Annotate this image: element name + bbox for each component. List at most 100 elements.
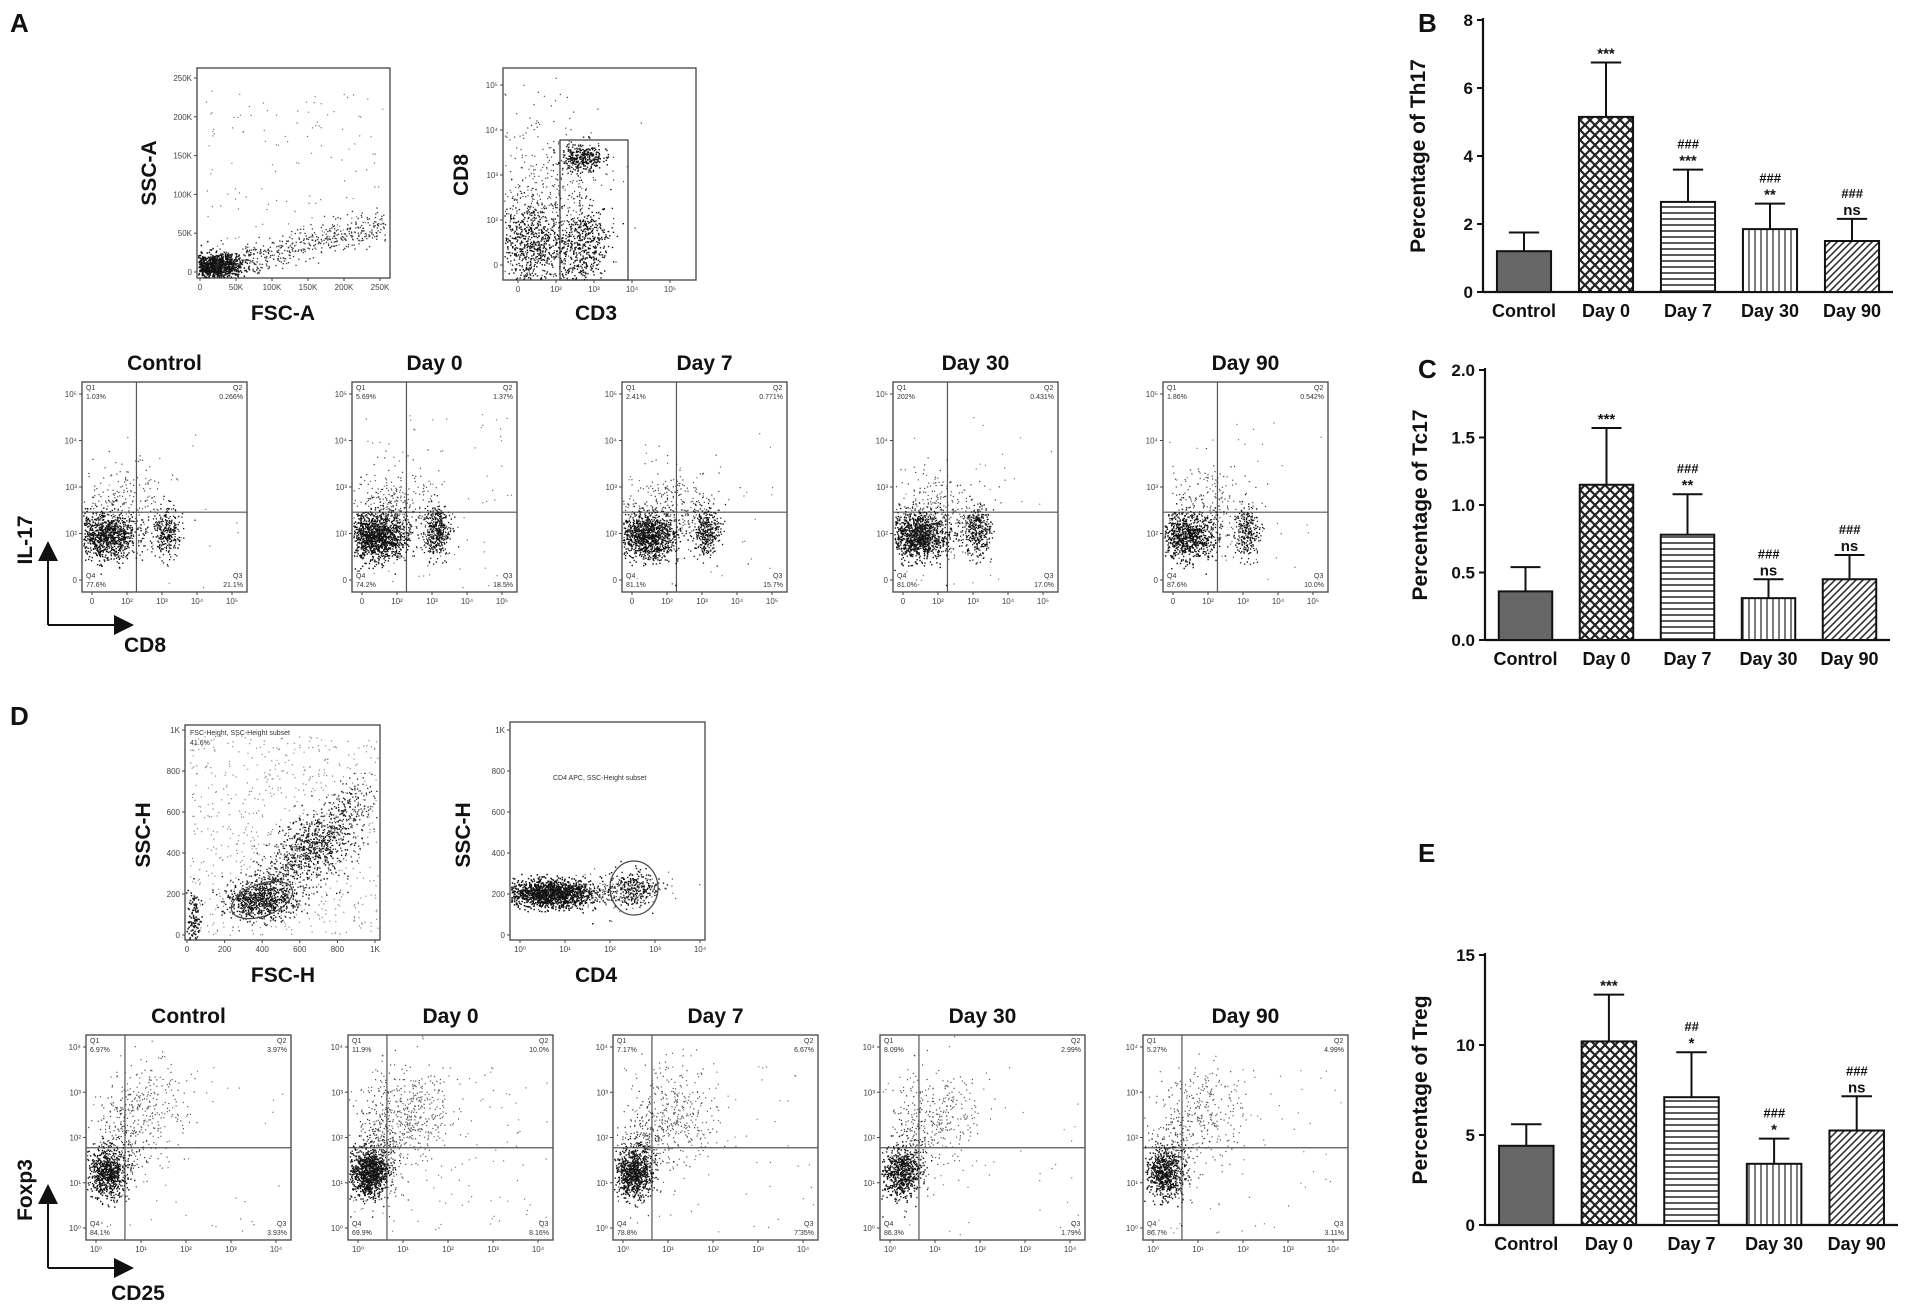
tick-label: 10³ <box>1237 597 1249 606</box>
dot-cloud <box>87 1135 148 1208</box>
panel-label-e: E <box>1418 838 1435 868</box>
tick-label: 10² <box>605 530 617 539</box>
quadrant-label: Q1 <box>1167 385 1176 392</box>
significance-mark: ** <box>1764 187 1776 204</box>
tick-label: 10³ <box>69 1088 81 1097</box>
quadrant-plot: Day 90 Q1 5.27% Q2 4.99% Q4 86.7% Q3 3.11% 10⁰ 10¹… <box>1126 1005 1349 1254</box>
gate-ellipse <box>230 880 294 920</box>
significance-hash: ### <box>1677 461 1699 476</box>
gate-note: FSC-Height, SSC-Height subset <box>190 730 290 737</box>
dot-cloud <box>552 136 610 177</box>
y-ticks: 10⁰ 10¹ 10² 10³ 10⁴ <box>596 1043 613 1233</box>
y-axis-label: Percentage of Treg <box>1409 995 1432 1184</box>
dot-cloud <box>599 860 669 922</box>
bar <box>1828 1129 1885 1226</box>
dot-cloud <box>504 178 583 280</box>
q4-percent: 86.7% <box>1147 1230 1167 1237</box>
gate-note: CD4 APC, SSC-Height subset <box>553 775 646 782</box>
tick-label: 10⁴ <box>1272 597 1285 606</box>
tick-label: 0 <box>188 268 193 277</box>
significance-mark: *** <box>1600 978 1618 995</box>
tick-label: 10² <box>974 1245 986 1254</box>
q4-percent: 81.1% <box>626 582 646 589</box>
tick-label: 10² <box>932 597 944 606</box>
quadrant-title: Day 90 <box>1212 1005 1280 1028</box>
tick-label: 150K <box>173 152 192 161</box>
quadrant-label: Q2 <box>1334 1038 1343 1045</box>
tick-label: 0 <box>198 283 203 292</box>
q2-percent: 1.37% <box>493 394 513 401</box>
quadrant-label: Q1 <box>1147 1038 1156 1045</box>
y-axis-label: SSC-H <box>452 802 475 867</box>
category-label: Control <box>1492 301 1556 321</box>
bar <box>1741 228 1799 294</box>
tick-label: 10³ <box>967 597 979 606</box>
tick-label: 150K <box>299 283 318 292</box>
q3-percent: 10.0% <box>1304 582 1324 589</box>
quadrant-plot: Day 90 Q1 1.86% Q2 0.542% Q4 87.6% Q3 10.0% 0 10² 1… <box>1146 352 1329 606</box>
quadrant-plot: Control Q1 1.03% Q2 0.266% Q4 77.6% Q3 21.1% 0 10²… <box>65 352 248 606</box>
tick-label: 800 <box>492 767 506 776</box>
x-axis-label: FSC-A <box>251 302 315 325</box>
tick-label: 0 <box>516 285 521 294</box>
dot-cloud <box>83 499 156 575</box>
category-label: Day 90 <box>1820 649 1878 669</box>
tick-label: 10² <box>596 1134 608 1143</box>
y-ticks: 10⁰ 10¹ 10² 10³ 10⁴ <box>863 1043 880 1233</box>
tick-label: 100K <box>173 190 192 199</box>
tick-label: 10⁴ <box>1064 1245 1077 1254</box>
q1-percent: 202% <box>897 394 915 401</box>
tick-label: 50K <box>229 283 244 292</box>
bar <box>1659 533 1716 642</box>
dot-cloud <box>1153 1069 1342 1234</box>
y-tick-label: 2 <box>1464 215 1473 234</box>
bar <box>1580 1040 1638 1227</box>
dot-cloud <box>881 1134 933 1218</box>
gate-plot-cd4-ssch: CD4 APC, SSC-Height subset 0 200 400 600 800… <box>452 721 707 987</box>
dot-cloud <box>894 501 969 587</box>
tick-label: 800 <box>331 945 345 954</box>
tick-label: 10¹ <box>397 1245 409 1254</box>
tick-label: 0 <box>1171 597 1176 606</box>
tick-label: 0 <box>494 261 499 270</box>
dot-cloud <box>415 494 460 565</box>
quad-x-axis-label: CD8 <box>124 634 166 657</box>
quadrant-plot: Day 30 Q1 202% Q2 0.431% Q4 81.0% Q3 17.0% 0 10² 10… <box>876 352 1059 606</box>
q2-percent: 0.771% <box>759 394 783 401</box>
tick-label: 10² <box>442 1245 454 1254</box>
tick-label: 10⁵ <box>1146 390 1158 399</box>
quadrant-label: Q2 <box>1314 385 1323 392</box>
gate-ellipse <box>609 860 659 916</box>
tick-label: 10² <box>550 285 562 294</box>
x-ticks: 10⁰ 10¹ 10² 10³ 10⁴ <box>617 1240 810 1254</box>
gate-plot-cd3-cd8: 0 10² 10³ 10⁴ 10⁵ 0 10² 10³ 10⁴ 10⁵ CD8 CD3 <box>450 67 697 325</box>
tick-label: 10³ <box>1282 1245 1294 1254</box>
tick-label: 600 <box>167 808 181 817</box>
tick-label: 10⁰ <box>90 1245 102 1254</box>
category-label: Day 0 <box>1585 1234 1633 1254</box>
tick-label: 10² <box>876 530 888 539</box>
category-label: Day 30 <box>1745 1234 1803 1254</box>
tick-label: 10³ <box>156 597 168 606</box>
quadrant-title: Day 30 <box>942 352 1010 375</box>
y-ticks: 10⁰ 10¹ 10² 10³ 10⁴ <box>1126 1043 1143 1233</box>
dot-cloud <box>882 1036 996 1196</box>
scatter-dots <box>511 860 701 925</box>
dot-cloud <box>1164 496 1243 575</box>
tick-label: 10³ <box>696 597 708 606</box>
y-tick-label: 0.0 <box>1451 631 1475 650</box>
y-tick-label: 0.5 <box>1451 564 1475 583</box>
y-ticks: 0 200 400 600 800 1K <box>167 726 185 940</box>
quadrant-title: Control <box>151 1005 226 1028</box>
tick-label: 10³ <box>486 171 498 180</box>
x-ticks: 0 10² 10³ 10⁴ 10⁵ <box>1171 592 1319 606</box>
quadrant-label: Q3 <box>1334 1221 1343 1228</box>
x-axis-label: CD4 <box>575 964 617 987</box>
tick-label: 600 <box>293 945 307 954</box>
tick-label: 10² <box>1202 597 1214 606</box>
tick-label: 10⁴ <box>1126 1043 1139 1052</box>
quadrant-plot: Day 30 Q1 8.09% Q2 2.99% Q4 86.3% Q3 1.79% 10⁰ 10¹… <box>863 1005 1086 1254</box>
tick-label: 10² <box>121 597 133 606</box>
category-label: Day 30 <box>1739 649 1797 669</box>
